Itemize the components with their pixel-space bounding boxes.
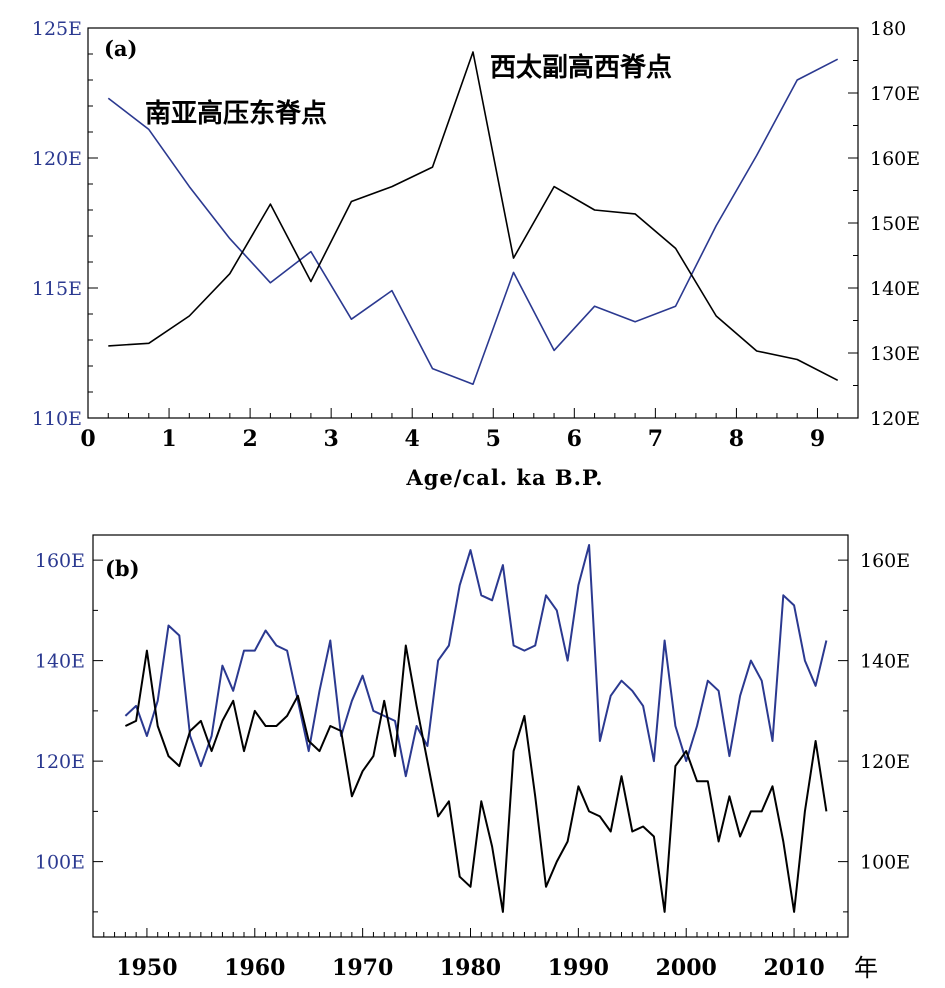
panel-a-right-tick-label: 150E — [870, 213, 920, 235]
panel-b-series-line-1 — [124, 644, 828, 913]
panel-b-x-axis-label: 年 — [854, 954, 878, 982]
panel-a-frame — [87, 27, 859, 419]
panel-a-series-line-0 — [107, 58, 839, 386]
panel-b-bottom-tick-label: 1980 — [440, 955, 501, 981]
panel-b-bottom-axis: 1950 1960 1970 1980 1990 2000 2010 — [92, 928, 849, 981]
panel-a-left-tick-label: 115E — [32, 278, 82, 300]
panel-a-bottom-tick-label: 4 — [405, 426, 420, 452]
series-label-south-asia-high: 南亚高压东脊点 — [145, 98, 327, 129]
panel-a-left-axis: 110E 115E 120E 125E — [32, 18, 98, 430]
panel-a-right-tick-label: 170E — [870, 83, 920, 105]
panel-a-bottom-tick-label: 7 — [648, 426, 663, 452]
panel-a-left-tick-label: 120E — [32, 148, 82, 170]
series-label-western-pacific-high: 西太副高西脊点 — [490, 52, 672, 83]
panel-a-right-tick-label: 160E — [870, 148, 920, 170]
panel-a-label: (a) — [104, 36, 137, 61]
panel-a-right-tick-label: 120E — [870, 408, 920, 430]
panel-a-bottom-tick-label: 1 — [161, 426, 176, 452]
panel-b-left-tick-label: 140E — [35, 651, 85, 673]
panel-b-right-tick-label: 140E — [860, 651, 910, 673]
panel-b-right-tick-label: 160E — [860, 550, 910, 572]
panel-a-x-axis-label: Age/cal. ka B.P. — [405, 465, 603, 490]
panel-a-bottom-tick-label: 5 — [486, 426, 501, 452]
panel-a-left-tick-label: 110E — [32, 408, 82, 430]
panel-a-right-axis: 120E 130E 140E 150E 160E 170E 180 — [848, 18, 920, 430]
panel-b-bottom-tick-label: 1970 — [332, 955, 393, 981]
panel-a-right-tick-label: 140E — [870, 278, 920, 300]
panel-a-bottom-tick-label: 2 — [242, 426, 257, 452]
panel-b-left-axis: 100E 120E 140E 160E — [35, 550, 103, 913]
panel-b-right-tick-label: 100E — [860, 852, 910, 874]
panel-a-left-tick-label: 125E — [32, 18, 82, 40]
panel-a-bottom-tick-label: 3 — [324, 426, 339, 452]
panel-b-bottom-tick-label: 1950 — [116, 955, 177, 981]
panel-b-left-tick-label: 100E — [35, 852, 85, 874]
panel-a-right-tick-label: 130E — [870, 343, 920, 365]
panel-a-bottom-axis: 0 1 2 3 4 5 6 7 8 9 — [80, 408, 859, 452]
panel-b-series — [124, 544, 828, 913]
panel-b-bottom-tick-label: 1990 — [548, 955, 609, 981]
panel-a-bottom-tick-label: 6 — [567, 426, 582, 452]
panel-a-series-line-1 — [108, 51, 839, 382]
panel-b-right-axis: 100E 120E 140E 160E — [838, 550, 910, 913]
panel-b-bottom-tick-label: 1960 — [224, 955, 285, 981]
panel-b-bottom-tick-label: 2010 — [763, 955, 824, 981]
panel-b-label: (b) — [105, 556, 140, 581]
panel-b-series-line-0 — [124, 544, 828, 778]
panel-a-bottom-tick-label: 8 — [729, 426, 744, 452]
panel-b-left-tick-label: 160E — [35, 550, 85, 572]
panel-b-left-tick-label: 120E — [35, 751, 85, 773]
panel-b-right-tick-label: 120E — [860, 751, 910, 773]
panel-a-right-tick-label: 180 — [870, 18, 906, 40]
panel-b-bottom-tick-label: 2000 — [656, 955, 717, 981]
panel-a-bottom-tick-label: 0 — [80, 426, 95, 452]
panel-a-series — [107, 51, 839, 386]
panel-a-bottom-tick-label: 9 — [810, 426, 825, 452]
